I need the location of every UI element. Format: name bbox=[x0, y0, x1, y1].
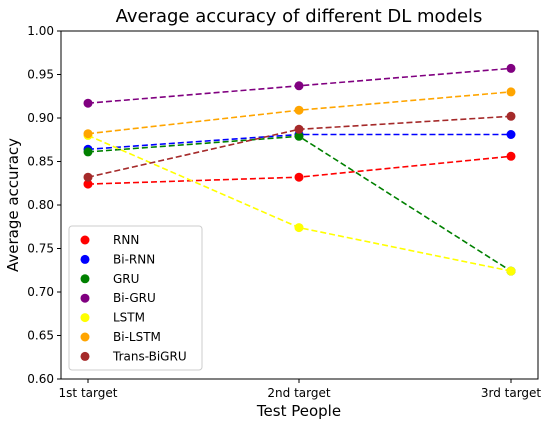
chart-title: Average accuracy of different DL models bbox=[116, 6, 483, 27]
data-point-bi-gru bbox=[294, 81, 304, 91]
y-tick-label: 0.60 bbox=[27, 372, 54, 386]
y-tick-label: 0.65 bbox=[27, 329, 54, 343]
series-rnn bbox=[83, 151, 516, 189]
series-bi-gru bbox=[83, 63, 516, 108]
y-tick-label: 0.75 bbox=[27, 242, 54, 256]
data-point-bi-lstm bbox=[83, 129, 93, 139]
legend-marker-bi-lstm bbox=[80, 332, 90, 342]
series-bi-lstm bbox=[83, 87, 516, 139]
legend-label-bi-rnn: Bi-RNN bbox=[113, 252, 155, 266]
data-point-trans-bigru bbox=[294, 124, 304, 134]
data-point-trans-bigru bbox=[83, 172, 93, 182]
data-point-gru bbox=[294, 131, 304, 141]
data-point-bi-gru bbox=[83, 98, 93, 108]
data-point-bi-lstm bbox=[294, 105, 304, 115]
legend-label-bi-gru: Bi-GRU bbox=[113, 291, 156, 305]
legend-marker-bi-gru bbox=[80, 293, 90, 303]
y-tick-label: 0.90 bbox=[27, 111, 54, 125]
y-tick-label: 1.00 bbox=[27, 24, 54, 38]
legend-label-bi-lstm: Bi-LSTM bbox=[113, 330, 161, 344]
data-point-rnn bbox=[506, 151, 516, 161]
legend-marker-rnn bbox=[80, 235, 90, 245]
y-tick-label: 0.85 bbox=[27, 155, 54, 169]
data-point-rnn bbox=[294, 172, 304, 182]
legend-marker-trans-bigru bbox=[80, 351, 90, 361]
legend-marker-lstm bbox=[80, 313, 90, 323]
data-point-bi-rnn bbox=[506, 130, 516, 139]
legend-label-rnn: RNN bbox=[113, 233, 139, 247]
y-tick-label: 0.95 bbox=[27, 68, 54, 82]
legend-label-gru: GRU bbox=[113, 272, 139, 286]
legend-marker-bi-rnn bbox=[80, 254, 90, 264]
legend-label-lstm: LSTM bbox=[113, 311, 145, 325]
legend-box bbox=[68, 225, 203, 371]
x-tick-label: 2nd target bbox=[267, 386, 330, 400]
legend-marker-gru bbox=[80, 274, 90, 284]
data-point-rnn bbox=[83, 179, 93, 189]
y-axis-title: Average accuracy bbox=[4, 138, 22, 272]
legend-label-trans-bigru: Trans-BiGRU bbox=[112, 349, 187, 363]
series-trans-bigru bbox=[83, 111, 516, 182]
y-tick-label: 0.70 bbox=[27, 285, 54, 299]
x-axis-title: Test People bbox=[256, 402, 341, 420]
data-point-gru bbox=[83, 147, 93, 157]
x-tick-label: 3rd target bbox=[481, 386, 542, 400]
data-point-bi-lstm bbox=[506, 87, 516, 97]
data-point-lstm bbox=[506, 266, 516, 276]
data-point-lstm bbox=[294, 223, 304, 233]
x-tick-label: 1st target bbox=[59, 386, 118, 400]
data-point-bi-gru bbox=[506, 63, 516, 73]
data-point-trans-bigru bbox=[506, 111, 516, 121]
y-tick-label: 0.80 bbox=[27, 198, 54, 212]
